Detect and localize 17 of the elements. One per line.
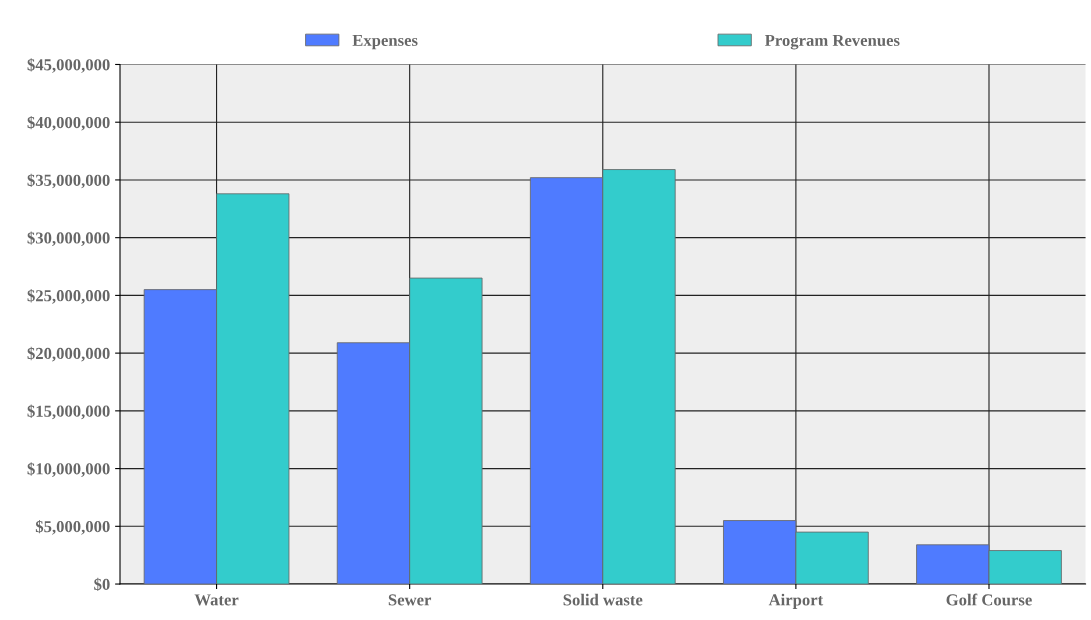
x-tick-label: Golf Course (946, 593, 1032, 606)
y-tick-label: $45,000,000 (27, 58, 110, 73)
y-tick-label: $40,000,000 (27, 115, 110, 131)
x-tick-label: Water (194, 594, 239, 606)
legend-label: Expenses (352, 34, 418, 50)
y-tick-label: $10,000,000 (27, 462, 110, 477)
y-tick-label: $25,000,000 (27, 289, 110, 304)
y-tick-label: $15,000,000 (27, 404, 110, 420)
y-tick-label: $0 (94, 577, 110, 592)
y-tick-label: $35,000,000 (27, 173, 110, 189)
y-tick-label: $5,000,000 (35, 520, 110, 535)
legend-label: Program Revenues (764, 34, 900, 50)
x-tick-label: Airport (768, 593, 824, 609)
y-tick-label: $30,000,000 (27, 231, 110, 247)
x-tick-label: Sewer (388, 594, 432, 606)
y-tick-label: $20,000,000 (27, 346, 110, 362)
x-tick-label: Solid waste (563, 593, 643, 606)
